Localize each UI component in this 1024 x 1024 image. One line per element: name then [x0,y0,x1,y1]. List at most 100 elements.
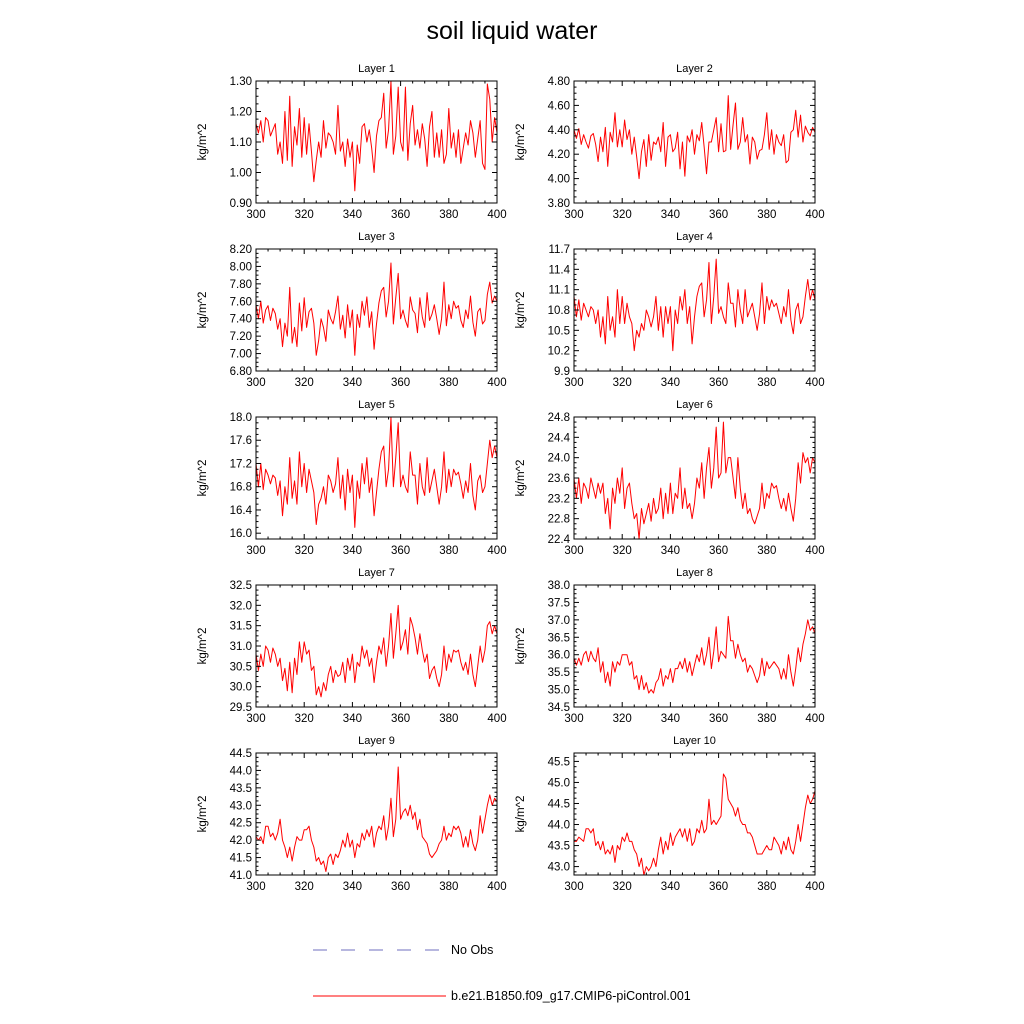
panel-5-series-line [256,417,497,528]
panel-5-ylabel: kg/m^2 [197,460,209,497]
panel-10-ytick-label: 45.0 [548,777,570,789]
panel-4-xtick-label: 400 [805,377,824,389]
panel-5-frame [255,416,498,540]
panel-6-ytick-label: 23.2 [548,493,570,505]
panel-2-xtick-label: 380 [757,209,776,221]
panel-2-ytick-label: 4.60 [548,100,570,112]
legend-label-no-obs: No Obs [451,943,493,957]
panel-6: Layer 6 kg/m^2 300 320 340 360 380 400 22.4 22.8 2… [515,399,825,557]
panel-10-ytick-label: 44.5 [548,798,570,810]
panel-6-xtick-label: 360 [709,545,728,557]
panel-3-xtick-label: 340 [343,377,362,389]
panel-9-ytick-label: 41.5 [230,853,252,865]
panel-4-ytick-label: 10.8 [548,305,570,317]
panel-3: Layer 3 kg/m^2 300 320 340 360 380 400 6.80 7.00 7… [197,231,507,389]
panel-2-ytick-label: 4.20 [548,149,570,161]
panel-9: Layer 9 kg/m^2 300 320 340 360 380 400 41.0 41.5 4… [197,735,507,893]
panel-2-xtick-label: 300 [564,209,583,221]
panel-9-xtick-label: 380 [439,881,458,893]
panel-8: Layer 8 kg/m^2 300 320 340 360 380 400 34.5 35.0 3… [515,567,825,725]
panel-6-ytick-label: 24.8 [548,412,570,424]
panel-4: Layer 4 kg/m^2 300 320 340 360 380 400 9.9 10.2 10… [515,231,825,389]
panel-2: Layer 2 kg/m^2 300 320 340 360 380 400 3.80 4.00 4… [515,63,825,221]
panel-7-series-line [256,604,497,698]
panel-4-xtick-label: 380 [757,377,776,389]
panel-3-ytick-label: 7.40 [230,314,252,326]
panel-7: Layer 7 kg/m^2 300 320 340 360 380 400 29.5 30.0 3… [197,567,507,725]
panel-10: Layer 10 kg/m^2 300 320 340 360 380 400 43.0 43.5… [515,735,825,893]
panel-8-ytick-label: 35.0 [548,685,570,697]
panel-4-series-line [574,258,815,352]
panel-3-xtick-label: 400 [487,377,506,389]
panel-9-xtick-label: 300 [246,881,265,893]
panel-1-ytick-label: 1.20 [230,107,252,119]
panel-6-ytick-label: 24.0 [548,453,570,465]
panel-5-ytick-label: 16.0 [230,528,252,540]
panel-8-ylabel: kg/m^2 [515,628,527,665]
panel-1-ylabel: kg/m^2 [197,124,209,161]
panel-1-xtick-label: 400 [487,209,506,221]
panel-6-xtick-label: 300 [564,545,583,557]
panel-2-ytick-label: 3.80 [548,198,570,210]
panel-8-xtick-label: 380 [757,713,776,725]
panel-10-ytick-label: 45.5 [548,756,570,768]
panel-6-xtick-label: 340 [661,545,680,557]
panel-6-ytick-label: 24.4 [548,432,571,444]
panel-5-xtick-label: 380 [439,545,458,557]
panel-3-series-line [256,262,497,356]
panel-7-ytick-label: 32.0 [230,600,252,612]
panel-10-ytick-label: 44.0 [548,820,570,832]
panel-5-title: Layer 5 [358,399,395,411]
panel-8-ytick-label: 38.0 [548,580,570,592]
panel-9-ytick-label: 43.5 [230,783,252,795]
panel-5-xtick-label: 340 [343,545,362,557]
panel-4-xtick-label: 300 [564,377,583,389]
legend-label-model: b.e21.B1850.f09_g17.CMIP6-piControl.001 [451,989,691,1003]
panel-2-title: Layer 2 [676,63,713,75]
panel-2-xtick-label: 360 [709,209,728,221]
panel-7-xtick-label: 300 [246,713,265,725]
figure-title: soil liquid water [427,17,598,45]
panel-9-ytick-label: 44.5 [230,748,252,760]
panel-9-ytick-label: 44.0 [230,765,252,777]
panel-8-xtick-label: 400 [805,713,824,725]
panel-4-xtick-label: 320 [613,377,632,389]
panel-2-ytick-label: 4.80 [548,76,570,88]
panel-5-xtick-label: 400 [487,545,506,557]
panel-10-xtick-label: 320 [613,881,632,893]
panel-4-title: Layer 4 [676,231,713,243]
panel-6-title: Layer 6 [676,399,713,411]
panel-1-ytick-label: 1.10 [230,137,252,149]
panel-6-ytick-label: 22.4 [548,534,571,546]
legend: No Obs b.e21.B1850.f09_g17.CMIP6-piContr… [313,943,691,1003]
panel-6-xtick-label: 400 [805,545,824,557]
panel-3-ytick-label: 8.20 [230,244,252,256]
panel-8-xtick-label: 320 [613,713,632,725]
panel-3-ytick-label: 7.60 [230,296,252,308]
panel-7-ytick-label: 30.5 [230,661,252,673]
panel-1-xtick-label: 380 [439,209,458,221]
panel-4-xtick-label: 340 [661,377,680,389]
panel-2-xtick-label: 320 [613,209,632,221]
panel-2-ylabel: kg/m^2 [515,124,527,161]
panel-5-xtick-label: 320 [295,545,314,557]
panel-7-xtick-label: 340 [343,713,362,725]
chart-panels: Layer 1 kg/m^2 300 320 340 360 380 400 0.90 1.00 1… [197,63,825,893]
panel-2-ytick-label: 4.40 [548,125,570,137]
panel-3-title: Layer 3 [358,231,395,243]
panel-8-xtick-label: 360 [709,713,728,725]
panel-3-frame [255,248,498,372]
panel-8-xtick-label: 340 [661,713,680,725]
panel-7-xtick-label: 400 [487,713,506,725]
panel-1-ytick-label: 0.90 [230,198,252,210]
panel-9-ytick-label: 42.5 [230,818,252,830]
panel-9-frame [255,752,498,876]
panel-6-ytick-label: 22.8 [548,514,570,526]
panel-7-title: Layer 7 [358,567,395,579]
panel-1: Layer 1 kg/m^2 300 320 340 360 380 400 0.90 1.00 1… [197,63,507,221]
panel-5: Layer 5 kg/m^2 300 320 340 360 380 400 16.0 16.4 1… [197,399,507,557]
panel-7-ytick-label: 29.5 [230,702,252,714]
panel-4-ytick-label: 11.1 [548,285,570,297]
panel-8-xtick-label: 300 [564,713,583,725]
panel-7-xtick-label: 320 [295,713,314,725]
